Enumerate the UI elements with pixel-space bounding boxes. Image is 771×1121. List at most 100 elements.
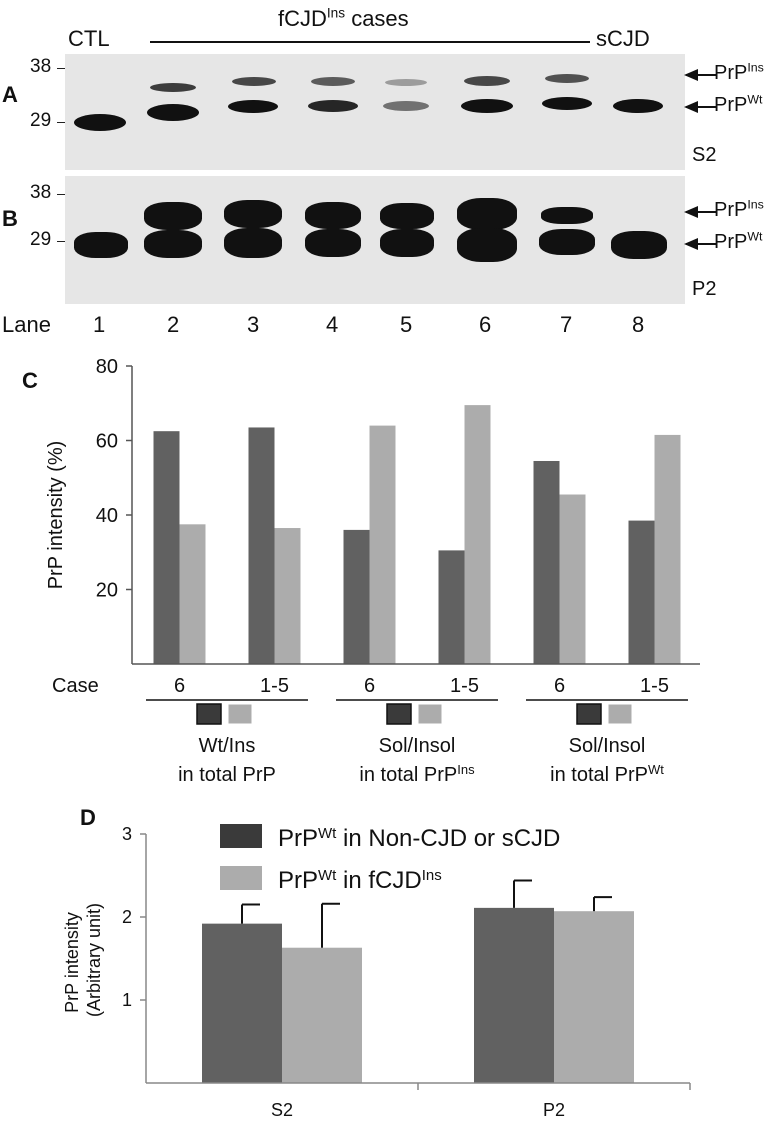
chart-c-case-label: Case (52, 675, 99, 697)
chart-c-case-tick-label: 1-5 (450, 675, 479, 697)
chart-d-y-ticks: 1 2 3 (122, 824, 146, 1010)
chart-c-bar (248, 427, 275, 664)
scjd-label: sCJD (596, 26, 650, 51)
chart-d: 123 PrP intensity (Arbitrary unit) S2 P2 … (62, 824, 691, 1120)
band-ins-lane-5-b (380, 203, 434, 229)
lane-number: 4 (326, 312, 339, 337)
band-ins-lane-2-b (144, 202, 202, 230)
arrow-wt-b-head (684, 238, 698, 250)
arrow-ins-a (686, 74, 716, 76)
chart-c-group-label-base: in total PrP (359, 764, 457, 786)
band-label-wt-b-sup: Wt (747, 229, 763, 244)
chart-c-group-label-line1: Sol/Insol (569, 735, 646, 757)
chart-d-legend-tail: in fCJD (336, 867, 421, 894)
chart-c-group-label-line2: in total PrPWt (550, 762, 664, 787)
chart-c-legend-swatch-dark (576, 703, 602, 725)
chart-d-x-labels: S2 P2 (271, 1100, 565, 1120)
fraction-p2-label: P2 (692, 278, 717, 300)
chart-c-bar (274, 528, 301, 664)
chart-c-case-tick-label: 1-5 (640, 675, 669, 697)
chart-d-bar (282, 947, 362, 1083)
band-ins-lane-5 (385, 79, 427, 86)
band-label-wt-a-sup: Wt (747, 92, 763, 107)
band-label-wt-b-base: PrP (714, 231, 748, 253)
band-wt-lane-5-b (380, 229, 434, 257)
chart-d-legend-sup: Ins (422, 867, 442, 884)
chart-c-bar (343, 529, 370, 664)
chart-c-y-tick-label: 40 (96, 505, 118, 527)
band-label-ins-a: PrPIns (714, 60, 764, 85)
lane-number: 3 (247, 312, 260, 337)
blot-b (65, 176, 685, 304)
chart-d-y-tick-label: 3 (122, 824, 132, 844)
chart-c-group-label-sup: Ins (457, 762, 475, 777)
band-label-wt-a-base: PrP (714, 94, 748, 116)
chart-d-bar (202, 923, 282, 1083)
band-wt-lane-3 (228, 100, 278, 113)
arrow-wt-a-head (684, 101, 698, 113)
panel-a-letter: A (2, 82, 18, 107)
chart-c-case-tick-label: 6 (554, 675, 565, 697)
chart-d-legend-sup: Wt (318, 867, 337, 884)
band-wt-lane-4-b (305, 229, 361, 257)
band-label-wt-b: PrPWt (714, 229, 763, 254)
chart-c-legend-swatch-dark (196, 703, 222, 725)
mw-29-tick-a (57, 122, 67, 123)
band-ins-lane-6 (464, 76, 510, 86)
chart-c-case-tick-label: 6 (174, 675, 185, 697)
fraction-s2-label: S2 (692, 144, 717, 166)
band-wt-lane-8-b (611, 231, 667, 259)
band-wt-lane-5 (383, 101, 429, 111)
chart-c-y-tick-label: 80 (96, 356, 118, 378)
panel-b-letter: B (2, 206, 18, 231)
ctl-label: CTL (68, 26, 110, 51)
arrow-wt-b (686, 243, 716, 245)
chart-c-bar (533, 460, 560, 664)
lane-number: 7 (560, 312, 573, 337)
chart-c-bar (179, 524, 206, 664)
band-wt-lane-2 (147, 104, 199, 121)
band-label-ins-b-sup: Ins (747, 197, 764, 212)
chart-c-group-label-line1: Sol/Insol (379, 735, 456, 757)
lane-number: 1 (93, 312, 106, 337)
mw-29-label-b: 29 (30, 229, 52, 250)
band-wt-lane-6 (461, 99, 513, 113)
mw-38-tick-b (57, 194, 67, 195)
chart-d-bar (554, 911, 634, 1083)
chart-c-case-tick-label: 6 (364, 675, 375, 697)
chart-d-legend-swatch (220, 824, 262, 848)
band-wt-lane-3-b (224, 228, 282, 258)
mw-29-tick-b (57, 241, 67, 242)
chart-c-bar (628, 520, 655, 664)
band-wt-lane-8 (613, 99, 663, 113)
band-label-ins-a-sup: Ins (747, 60, 764, 75)
band-ins-lane-3 (232, 77, 276, 86)
lane-number: 6 (479, 312, 492, 337)
arrow-ins-a-head (684, 69, 698, 81)
fcjd-cases-label: fCJDIns cases (278, 6, 409, 32)
band-wt-lane-6-b (457, 228, 517, 262)
chart-c-group-label-line2: in total PrPIns (359, 762, 475, 787)
blot-a (65, 54, 685, 170)
fcjd-label-base: fCJD (278, 6, 327, 31)
band-ins-lane-4 (311, 77, 355, 86)
chart-c-bar (559, 494, 586, 664)
chart-c-bar (654, 434, 681, 664)
lane-number: 2 (167, 312, 180, 337)
chart-d-legend-base: PrP (278, 867, 318, 894)
chart-d-y-tick-label: 1 (122, 990, 132, 1010)
chart-c-groups: 6 1-5 Wt/Ins in total PrP 6 1-5 Sol/Insol in to… (146, 675, 688, 786)
band-label-ins-b-base: PrP (714, 199, 748, 221)
chart-c-ylabel: PrP intensity (%) (45, 441, 67, 590)
chart-c-group-label-line2: in total PrP (178, 764, 276, 786)
chart-d-ylabel-line2: (Arbitrary unit) (84, 903, 104, 1017)
lane-number: 8 (632, 312, 645, 337)
chart-c: 20 40 60 80 PrP intensity (%) Case 6 1-5 Wt/I… (45, 356, 700, 786)
chart-c-case-tick-label: 1-5 (260, 675, 289, 697)
chart-d-legend-entry: PrPWt in fCJDIns (278, 867, 442, 895)
band-wt-lane-4 (308, 100, 358, 112)
panel-d-letter: D (80, 805, 96, 830)
chart-d-x-tick-label: P2 (543, 1100, 565, 1120)
band-ins-lane-2 (150, 83, 196, 92)
